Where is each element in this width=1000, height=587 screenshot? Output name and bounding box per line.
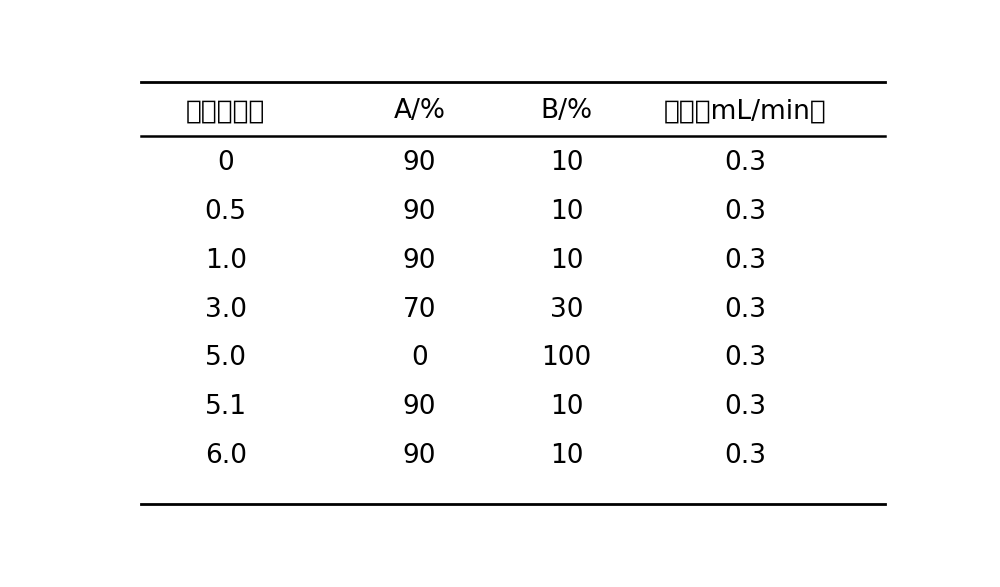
- Text: 0.3: 0.3: [724, 199, 766, 225]
- Text: 6.0: 6.0: [205, 443, 247, 469]
- Text: A/%: A/%: [394, 98, 446, 124]
- Text: 1.0: 1.0: [205, 248, 247, 274]
- Text: 100: 100: [542, 345, 592, 372]
- Text: 0.3: 0.3: [724, 345, 766, 372]
- Text: 10: 10: [550, 248, 584, 274]
- Text: 30: 30: [550, 296, 584, 322]
- Text: 5.0: 5.0: [205, 345, 247, 372]
- Text: 10: 10: [550, 150, 584, 176]
- Text: 70: 70: [403, 296, 436, 322]
- Text: 90: 90: [403, 394, 436, 420]
- Text: 0.3: 0.3: [724, 296, 766, 322]
- Text: 5.1: 5.1: [205, 394, 247, 420]
- Text: 10: 10: [550, 443, 584, 469]
- Text: 3.0: 3.0: [205, 296, 247, 322]
- Text: 0.3: 0.3: [724, 248, 766, 274]
- Text: 0: 0: [217, 150, 234, 176]
- Text: 90: 90: [403, 199, 436, 225]
- Text: 90: 90: [403, 248, 436, 274]
- Text: 0.3: 0.3: [724, 394, 766, 420]
- Text: 流速（mL/min）: 流速（mL/min）: [664, 98, 826, 124]
- Text: B/%: B/%: [541, 98, 593, 124]
- Text: 10: 10: [550, 199, 584, 225]
- Text: 0.3: 0.3: [724, 150, 766, 176]
- Text: 时间（分）: 时间（分）: [186, 98, 265, 124]
- Text: 90: 90: [403, 443, 436, 469]
- Text: 90: 90: [403, 150, 436, 176]
- Text: 10: 10: [550, 394, 584, 420]
- Text: 0: 0: [411, 345, 428, 372]
- Text: 0.5: 0.5: [205, 199, 247, 225]
- Text: 0.3: 0.3: [724, 443, 766, 469]
